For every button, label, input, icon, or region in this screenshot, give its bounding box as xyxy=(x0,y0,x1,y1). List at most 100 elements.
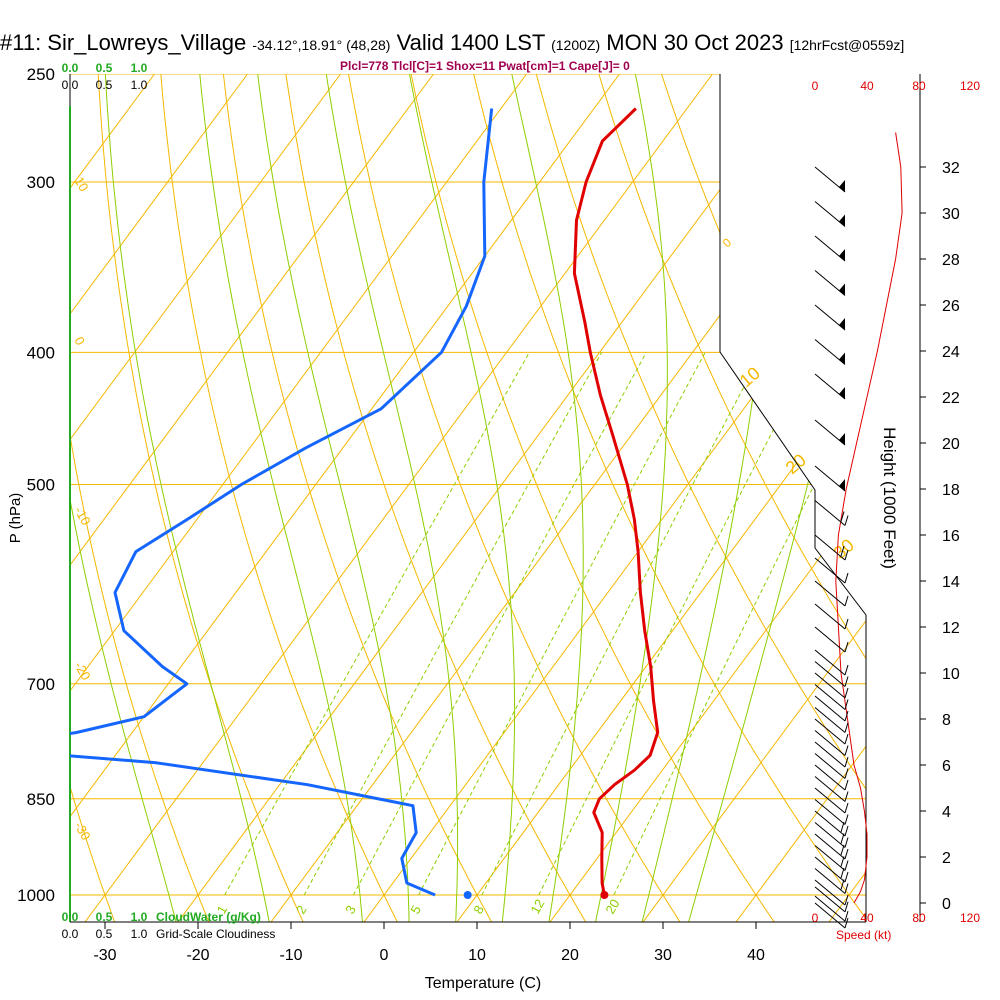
wind-pennant xyxy=(839,249,845,261)
wind-barb xyxy=(814,707,849,733)
wind-barb xyxy=(814,672,849,699)
wind-barb-staff xyxy=(814,886,846,913)
isotherm-line xyxy=(363,74,866,922)
isotherm-line xyxy=(735,74,866,922)
sounding-traces xyxy=(70,107,660,899)
wind-barb-staff xyxy=(814,776,846,802)
wind-feather xyxy=(844,618,849,630)
cloudiness-tick-label-top: 1.0 xyxy=(131,78,148,92)
wind-barb-staff xyxy=(814,753,846,779)
speed-tick-label-top: 80 xyxy=(912,79,926,93)
surface-temperature-dot xyxy=(600,891,609,899)
wind-feather xyxy=(844,595,849,607)
height-tick-label: 20 xyxy=(942,436,960,453)
dry-adiabat xyxy=(158,74,399,922)
wind-barb xyxy=(814,649,849,676)
dry-adiabat xyxy=(70,74,211,922)
speed-tick-label-top: 0 xyxy=(812,79,819,93)
mixing-ratio-label: 8 xyxy=(470,903,487,917)
mixing-ratio-line xyxy=(418,352,706,896)
height-tick-label: 32 xyxy=(942,160,960,177)
mixing-ratio-line xyxy=(352,352,647,896)
isotherm-line xyxy=(70,74,341,922)
cloudwater-tick-label-top: 0.0 xyxy=(62,61,79,75)
cloudwater-tick-label-bottom: 1.0 xyxy=(131,910,148,924)
wind-barb xyxy=(814,201,846,227)
cloudiness-tick-label-top: 0.5 xyxy=(96,78,113,92)
wind-barb xyxy=(814,879,849,906)
height-tick-label: 12 xyxy=(942,620,960,637)
mixing-ratio-label: 3 xyxy=(342,903,359,917)
isotherm-line xyxy=(642,74,866,922)
moist-adiabat xyxy=(254,74,410,922)
wind-barb-staff xyxy=(814,626,846,653)
moist-adiabat xyxy=(641,74,773,922)
wind-feather xyxy=(844,910,849,922)
theta-label: 0 xyxy=(720,235,734,250)
wind-barb xyxy=(814,886,849,913)
cloudiness-tick-label-bottom: 0.0 xyxy=(62,927,79,941)
stability-parameters: Plcl=778 Tlcl[C]=1 Shox=11 Pwat[cm]=1 Ca… xyxy=(340,59,630,73)
theta-label: 10 xyxy=(736,363,764,391)
cloudwater-tick-label-bottom: 0.0 xyxy=(62,910,79,924)
dry-adiabat xyxy=(70,74,116,922)
temperature-trace xyxy=(572,107,660,896)
wind-barb xyxy=(814,764,849,791)
wind-feather xyxy=(844,676,849,687)
cloudiness-label: Grid-Scale Cloudiness xyxy=(156,927,275,941)
wind-barb-staff xyxy=(814,902,846,929)
cloudwater-label: CloudWater (g/Kg) xyxy=(156,910,261,924)
wind-pennant xyxy=(839,283,845,296)
wind-pennant xyxy=(839,433,845,445)
wind-pennant xyxy=(839,479,845,491)
valid-date: MON 30 Oct 2023 xyxy=(606,30,784,55)
wind-barb-staff xyxy=(814,856,846,883)
x-tick-label: 30 xyxy=(654,947,672,964)
mixing-ratio-line xyxy=(481,352,763,896)
isotherm-line xyxy=(84,74,713,922)
isotherm-label: 0 xyxy=(71,334,88,348)
pressure-tick-label: 300 xyxy=(27,173,55,192)
wind-feather xyxy=(844,894,849,906)
plot-frame xyxy=(69,74,867,923)
wind-feather xyxy=(844,860,849,871)
wind-barb-staff xyxy=(814,534,846,561)
mixing-ratio-label: 5 xyxy=(407,903,424,917)
wind-feather xyxy=(840,545,845,557)
isotherm-label: 10 xyxy=(71,174,91,194)
speed-profile-line xyxy=(835,132,903,904)
isotherm-line xyxy=(70,74,620,922)
isotherm-line xyxy=(177,74,806,922)
height-tick-label: 4 xyxy=(942,804,951,821)
wind-feather xyxy=(844,901,849,913)
moist-adiabat xyxy=(594,74,668,922)
wind-barb xyxy=(814,465,846,492)
wind-barb-staff xyxy=(814,822,846,848)
wind-feather xyxy=(844,745,849,756)
wind-barb xyxy=(814,166,846,193)
wind-barb xyxy=(814,500,849,526)
cloudiness-tick-label-top: 0.0 xyxy=(62,78,79,92)
wind-barb-staff xyxy=(814,879,846,906)
forecast-label: [12hrFcst@0559z] xyxy=(789,37,905,53)
x-tick-label: 40 xyxy=(747,947,765,964)
wind-barb-staff xyxy=(814,799,846,825)
wind-feather xyxy=(844,641,849,653)
isotherm-label: -30 xyxy=(71,819,93,843)
speed-tick-label-top: 120 xyxy=(960,79,980,93)
dry-adiabat xyxy=(529,74,866,922)
dry-adiabat xyxy=(343,74,682,922)
isotherm-line xyxy=(70,74,248,922)
height-tick-label: 8 xyxy=(942,712,951,729)
wind-pennant xyxy=(839,387,845,399)
wind-barb xyxy=(814,741,849,768)
theta-label: 20 xyxy=(782,450,810,478)
dry-adiabat xyxy=(591,74,866,922)
height-axis-label: Height (1000 Feet) xyxy=(880,427,899,569)
height-tick-label: 30 xyxy=(942,206,960,223)
wind-barb-staff xyxy=(814,730,846,756)
wind-barb-staff xyxy=(814,707,846,733)
wind-barb-staff xyxy=(814,695,846,722)
moist-adiabat xyxy=(322,74,459,922)
x-tick-label: 10 xyxy=(468,947,486,964)
